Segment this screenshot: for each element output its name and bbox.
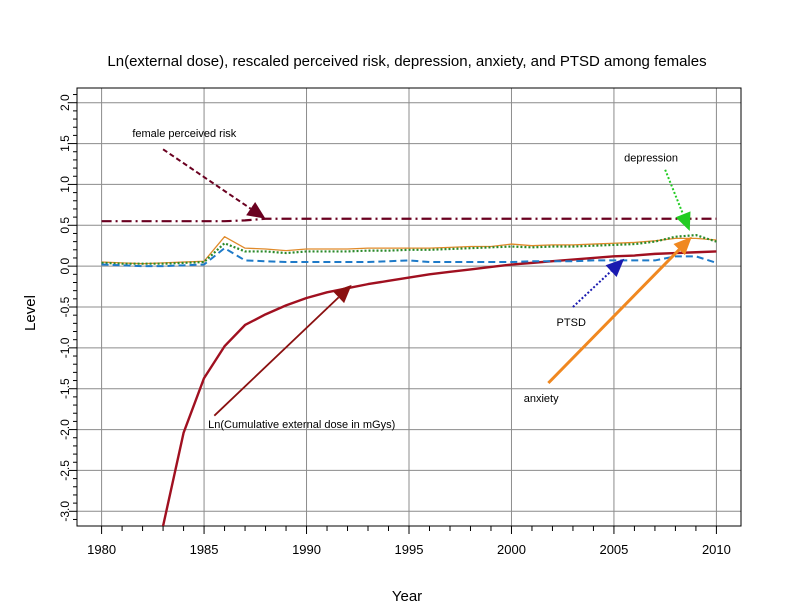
- series-line-risk: [101, 217, 717, 223]
- axis-ticks: 1980 1985 1990 1995 2000 2005 2010 2.0 1.5 1.0 0.5…: [58, 94, 731, 557]
- annotation-arrow-shaft: [572, 270, 612, 308]
- series-group: [101, 217, 717, 526]
- annotation-arrow-shaft: [213, 296, 340, 417]
- annotation-arrow-head: [246, 202, 266, 219]
- annotation-anxiety-label: anxiety: [524, 393, 559, 405]
- annotation-depression-label: depression: [624, 153, 678, 165]
- y-tick-label: 1.0: [58, 176, 72, 193]
- x-tick-label: 1990: [292, 542, 321, 557]
- y-tick-label: 2.0: [58, 94, 72, 111]
- annotation-dose-label: Ln(Cumulative external dose in mGys): [208, 419, 395, 431]
- annotation-arrow-shaft: [664, 169, 684, 215]
- x-tick-label: 1980: [87, 542, 116, 557]
- y-tick-label: -1.5: [58, 378, 72, 399]
- x-tick-label: 2010: [702, 542, 731, 557]
- x-axis-title: Year: [392, 588, 422, 605]
- y-tick-label: 1.5: [58, 135, 72, 152]
- y-tick-label: 0.0: [58, 257, 72, 274]
- annotation-arrow-head: [605, 258, 625, 277]
- x-tick-label: 1995: [395, 542, 424, 557]
- annotation-arrow-head: [333, 284, 352, 304]
- series-line-depression: [101, 233, 717, 265]
- y-tick-label: -3.0: [58, 501, 72, 522]
- y-tick-label: -2.0: [58, 419, 72, 440]
- series-line-ptsd: [101, 247, 717, 268]
- chart-title: Ln(external dose), rescaled perceived ri…: [107, 53, 706, 70]
- series-line-anxiety: [101, 236, 717, 265]
- series-line-dose: [161, 250, 717, 526]
- grid: [77, 88, 741, 526]
- annotation-ptsd-label: PTSD: [557, 317, 586, 329]
- annotation-arrow-shaft: [547, 248, 681, 385]
- annotation-arrow-head: [675, 211, 691, 232]
- x-tick-label: 2005: [599, 542, 628, 557]
- y-tick-label: -2.5: [58, 460, 72, 481]
- y-tick-label: 0.5: [58, 217, 72, 234]
- y-tick-label: -0.5: [58, 296, 72, 317]
- annotation-risk-label: female perceived risk: [132, 128, 236, 140]
- annotation-arrow-head: [673, 236, 692, 256]
- x-tick-label: 1985: [190, 542, 219, 557]
- y-axis-title: Level: [22, 295, 39, 331]
- x-tick-label: 2000: [497, 542, 526, 557]
- annotation-arrow-shaft: [162, 148, 252, 210]
- annotations: female perceived risk depression PTSD anxie…: [132, 128, 692, 431]
- y-tick-label: -1.0: [58, 337, 72, 358]
